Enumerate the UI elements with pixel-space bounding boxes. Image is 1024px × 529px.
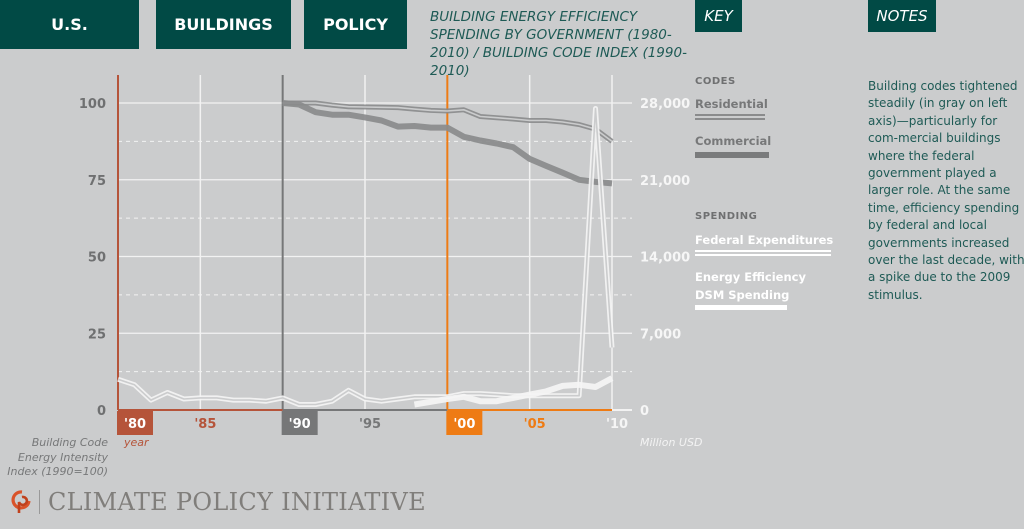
tab-notes[interactable]: NOTES [868,0,936,32]
logo-separator [39,490,40,514]
legend-commercial-label: Commercial [695,134,772,148]
series-line-residential [282,100,614,144]
x-tick-label: '10 [606,417,628,432]
y-tick-label: 0 [97,404,106,419]
y-tick-label: 100 [79,97,106,112]
left-axis-caption-line2: Energy Intensity [17,450,108,464]
y2-tick-label: 21,000 [640,174,690,189]
legend-federal-label: Federal Expenditures [695,233,834,247]
left-axis-caption: Building Code Energy Intensity Index (19… [7,436,108,480]
legend-federal-swatch [695,250,831,252]
x-tick-highlight-box [281,411,318,435]
legend-federal-swatch-2 [695,254,831,256]
series-line-federal-expenditures-inner [117,107,613,406]
chart-title: BUILDING ENERGY EFFICIENCY SPENDING BY G… [430,9,687,79]
x-tick-highlight-box [446,411,483,435]
tab-us-label: U.S. [51,15,88,34]
legend-residential-swatch-2 [695,118,765,120]
legend-dsm-label-1: Energy Efficiency [695,270,806,284]
legend-residential-label: Residential [695,97,768,111]
logo: CLIMATE POLICY INITIATIVE [11,488,426,516]
x-tick-label: '90 [289,417,311,432]
legend-codes-heading: CODES [695,76,736,87]
series-line-commercial [282,100,613,187]
x-tick-label: '05 [524,417,546,432]
logo-text: CLIMATE POLICY INITIATIVE [48,488,426,516]
y-tick-label: 75 [88,174,106,189]
left-axis-caption-line1: Building Code [31,436,108,449]
y2-tick-label: 7,000 [640,327,681,342]
series-line-energy-efficiency-dsm-spending [413,375,614,408]
left-axis-caption-line3: Index (1990=100) [7,465,108,478]
legend-dsm-swatch [695,305,787,310]
legend-spending-heading: SPENDING [695,211,758,222]
tab-buildings-label: BUILDINGS [174,15,273,34]
y2-tick-label: 14,000 [640,251,690,266]
logo-swirl-icon [11,490,31,513]
x-tick-label: '95 [359,417,381,432]
series-line-federal-expenditures [117,106,615,407]
tab-buildings[interactable]: BUILDINGS [156,0,291,49]
series-line-residential-inner [282,102,613,143]
y-tick-label: 25 [88,327,106,342]
legend-dsm-label-2: DSM Spending [695,288,790,302]
x-tick-highlight-box [117,411,153,435]
y2-tick-label: 28,000 [640,97,690,112]
tab-policy[interactable]: POLICY [304,0,407,49]
x-tick-label: '80 [124,417,146,432]
y-tick-label: 50 [88,251,106,266]
tab-key[interactable]: KEY [695,0,742,32]
legend-residential-swatch [695,114,765,116]
x-tick-label: '00 [453,417,475,432]
y2-tick-label: 0 [640,404,649,419]
x-axis-caption: year [124,436,149,449]
tab-notes-label: NOTES [876,7,928,25]
tab-us[interactable]: U.S. [0,0,139,49]
right-axis-caption: Million USD [640,436,703,449]
x-tick-label: '85 [194,417,216,432]
notes-text: Building codes tightened steadily (in gr… [868,79,1024,302]
tab-key-label: KEY [704,7,733,25]
legend-commercial-swatch [695,152,769,158]
tab-policy-label: POLICY [323,15,388,34]
